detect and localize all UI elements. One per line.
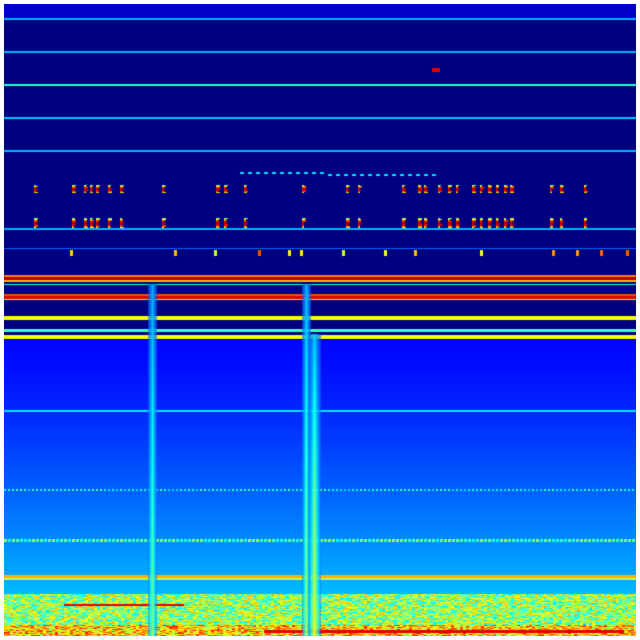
spectrogram-image [4, 4, 636, 636]
